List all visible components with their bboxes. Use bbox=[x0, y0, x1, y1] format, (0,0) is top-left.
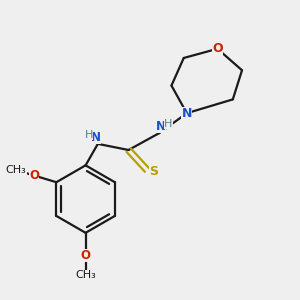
Text: H: H bbox=[85, 130, 93, 140]
Text: CH₃: CH₃ bbox=[75, 270, 96, 280]
Text: CH₃: CH₃ bbox=[6, 165, 26, 175]
Text: H: H bbox=[164, 119, 172, 129]
Text: N: N bbox=[156, 120, 166, 133]
Text: O: O bbox=[29, 169, 39, 182]
Text: O: O bbox=[81, 249, 91, 262]
Text: N: N bbox=[91, 130, 101, 144]
Text: S: S bbox=[149, 165, 158, 178]
Text: O: O bbox=[212, 42, 223, 55]
Text: N: N bbox=[182, 107, 192, 120]
